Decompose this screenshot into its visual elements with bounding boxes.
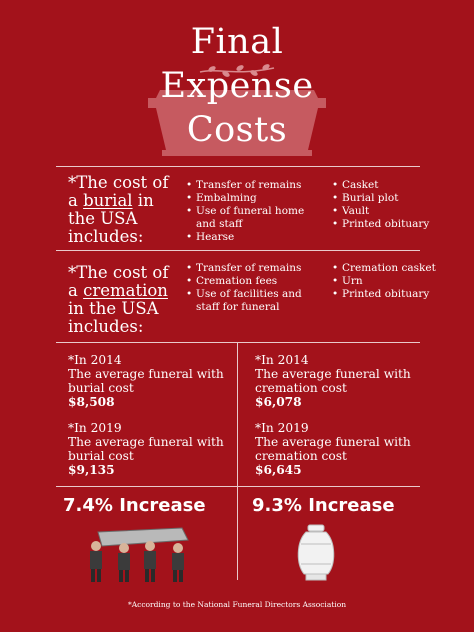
divider-top: [56, 166, 420, 167]
urn-icon: [297, 524, 335, 581]
casket-graphic: [148, 90, 326, 156]
burial-heading: *The cost of a burial in the USA include…: [68, 174, 180, 246]
list-item: Use of funeral home and staff: [186, 205, 326, 231]
stat-description: The average funeral with cremation cost: [255, 367, 411, 395]
burial-heading-keyword: burial: [83, 191, 133, 210]
cremation-list-col2: Cremation casket Urn Printed obituary: [332, 262, 452, 301]
stat-burial-2019: *In 2019 The average funeral with burial…: [68, 421, 228, 477]
pallbearers-icon: [90, 527, 189, 582]
list-item: Casket: [332, 179, 442, 192]
stat-year: *In 2014: [68, 353, 122, 367]
list-item: Cremation casket: [332, 262, 452, 275]
divider-cremation: [56, 342, 420, 343]
title-line-3: Costs: [186, 110, 288, 150]
burial-list-col2: Casket Burial plot Vault Printed obituar…: [332, 179, 442, 231]
list-item: Printed obituary: [332, 288, 452, 301]
stat-cremation-2014: *In 2014 The average funeral with cremat…: [255, 353, 420, 409]
flower-branch-icon: [199, 64, 275, 77]
stat-cremation-2019: *In 2019 The average funeral with cremat…: [255, 421, 420, 477]
list-item: Urn: [332, 275, 452, 288]
cremation-list-col1: Transfer of remains Cremation fees Use o…: [186, 262, 326, 314]
cremation-heading: *The cost of a cremation in the USA incl…: [68, 264, 183, 336]
list-item: Printed obituary: [332, 218, 442, 231]
burial-increase: 7.4% Increase: [63, 495, 206, 516]
list-item: Cremation fees: [186, 275, 326, 288]
title-line-1: Final: [190, 22, 284, 62]
divider-burial: [56, 250, 420, 251]
list-item: Hearse: [186, 231, 326, 244]
stat-description: The average funeral with burial cost: [68, 367, 224, 395]
burial-list-col1: Transfer of remains Embalming Use of fun…: [186, 179, 326, 244]
cremation-increase: 9.3% Increase: [252, 495, 395, 516]
cremation-heading-prefix: *The cost of a: [68, 263, 169, 300]
list-item: Burial plot: [332, 192, 442, 205]
stat-year: *In 2014: [255, 353, 309, 367]
footnote: *According to the National Funeral Direc…: [127, 600, 347, 609]
divider-vertical-stats: [237, 342, 238, 486]
stat-description: The average funeral with cremation cost: [255, 435, 411, 463]
stat-amount: $8,508: [68, 395, 115, 409]
list-item: Vault: [332, 205, 442, 218]
stat-amount: $6,645: [255, 463, 302, 477]
burial-heading-suffix: in the USA includes:: [68, 191, 154, 246]
list-item: Use of facilities and staff for funeral: [186, 288, 326, 314]
list-item: Embalming: [186, 192, 326, 205]
list-item: Transfer of remains: [186, 262, 326, 275]
stat-description: The average funeral with burial cost: [68, 435, 224, 463]
stat-year: *In 2019: [68, 421, 122, 435]
stat-amount: $9,135: [68, 463, 115, 477]
title-section: Final Expense Costs: [0, 0, 474, 165]
stat-year: *In 2019: [255, 421, 309, 435]
divider-vertical-increase: [237, 486, 238, 580]
list-item: Transfer of remains: [186, 179, 326, 192]
stat-amount: $6,078: [255, 395, 302, 409]
divider-stats: [56, 486, 420, 487]
title-line-2: Expense: [160, 66, 314, 106]
cremation-heading-keyword: cremation: [83, 281, 168, 300]
cremation-heading-suffix: in the USA includes:: [68, 299, 159, 336]
stat-burial-2014: *In 2014 The average funeral with burial…: [68, 353, 228, 409]
burial-heading-prefix: *The cost of a: [68, 173, 169, 210]
